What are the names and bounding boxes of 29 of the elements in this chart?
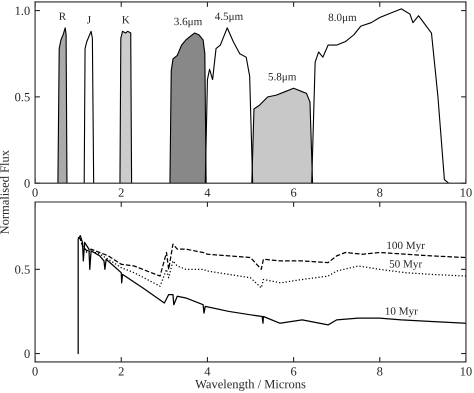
y-tick-label: 0.5 — [15, 265, 30, 274]
series-label: 10 Myr — [386, 307, 418, 318]
series-label: 50 Myr — [390, 260, 422, 270]
series-label: 4.5μm — [214, 12, 244, 22]
series-label: K — [122, 16, 130, 24]
series-label: 5.8μm — [268, 72, 296, 83]
x-tick-label: 6 — [291, 188, 296, 197]
y-tick-label: 0 — [24, 350, 30, 358]
x-tick-label: 8 — [377, 188, 382, 197]
y-axis-title: Normalised Flux — [0, 150, 9, 234]
y-tick-label: 0 — [24, 179, 30, 188]
series-label: 8.0μm — [328, 14, 356, 24]
x-tick-label: 0 — [32, 367, 38, 376]
series-label: R — [59, 12, 66, 20]
x-tick-label: 10 — [460, 367, 472, 376]
y-tick-label: 1.0 — [16, 6, 30, 16]
series-label: J — [87, 16, 91, 24]
x-tick-label: 8 — [377, 367, 382, 376]
x-tick-label: 2 — [118, 188, 124, 197]
series-label: 100 Myr — [387, 242, 425, 252]
x-tick-label: 4 — [204, 188, 210, 197]
x-tick-label: 10 — [460, 188, 472, 197]
x-tick-label: 6 — [291, 367, 296, 376]
x-tick-label: 2 — [118, 367, 124, 376]
y-tick-label: 0.5 — [15, 92, 30, 102]
x-tick-label: 4 — [204, 367, 210, 376]
x-axis-title: Wavelength / Microns — [195, 380, 306, 391]
series-label: 3.6μm — [174, 18, 202, 28]
x-tick-label: 0 — [32, 188, 38, 197]
